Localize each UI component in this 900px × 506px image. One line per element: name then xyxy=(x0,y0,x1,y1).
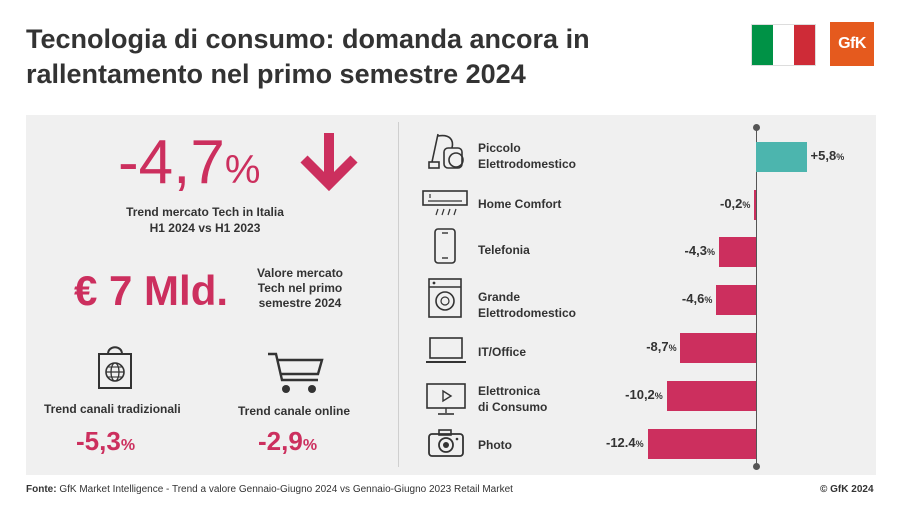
bar-value-label: -4,6% xyxy=(681,291,713,306)
vacuum-cleaner-icon xyxy=(428,133,464,169)
category-label-line: Elettrodomestico xyxy=(478,306,577,320)
category-label-line: di Consumo xyxy=(478,400,548,414)
chart-axis-top-dot xyxy=(753,124,760,131)
footer-source: Fonte: GfK Market Intelligence - Trend a… xyxy=(26,484,513,495)
page-title: Tecnologia di consumo: domanda ancora in… xyxy=(26,22,726,92)
chart-zero-axis xyxy=(756,127,757,467)
laptop-icon xyxy=(426,337,466,363)
category-label-line: Telefonia xyxy=(478,243,530,257)
footer-source-label: Fonte: xyxy=(26,484,57,495)
market-trend-number: -4,7 xyxy=(118,128,225,197)
channel-traditional-number: -5,3 xyxy=(76,426,121,456)
bar-value-label: -0,2% xyxy=(720,196,751,211)
market-trend-value: -4,7% xyxy=(118,130,260,203)
channel-traditional-unit: % xyxy=(120,437,136,454)
market-trend-unit: % xyxy=(224,148,261,192)
flag-stripe-green xyxy=(752,25,773,65)
arrow-down-icon xyxy=(300,133,358,192)
channel-traditional-value: -5,3% xyxy=(76,426,135,457)
market-value-label: Valore mercato Tech nel primo semestre 2… xyxy=(240,266,360,311)
bar xyxy=(754,190,756,220)
market-trend-label-line-2: H1 2024 vs H1 2023 xyxy=(149,221,261,235)
channel-traditional-label: Trend canali tradizionali xyxy=(44,402,181,416)
camera-icon xyxy=(428,429,464,457)
flag-stripe-white xyxy=(773,25,794,65)
bar-value-label: -4,3% xyxy=(684,243,715,258)
shopping-bag-globe-icon xyxy=(98,346,132,389)
channel-online-label: Trend canale online xyxy=(238,404,351,418)
gfk-logo: GfK xyxy=(830,22,874,66)
washing-machine-icon xyxy=(428,278,462,318)
channel-online-number: -2,9 xyxy=(258,426,303,456)
bar-value-label: -12.4% xyxy=(606,435,644,450)
category-label-small-appliances: Piccolo Elettrodomestico xyxy=(478,140,576,172)
air-conditioner-icon xyxy=(422,190,468,216)
category-label-it-office: IT/Office xyxy=(478,344,526,360)
footer-source-text: GfK Market Intelligence - Trend a valore… xyxy=(56,484,513,495)
category-label-line: Elettrodomestico xyxy=(478,157,577,171)
market-value-label-line-3: semestre 2024 xyxy=(258,296,342,310)
vertical-divider xyxy=(398,122,399,467)
title-line-1: Tecnologia di consumo: domanda ancora in xyxy=(26,24,590,54)
chart-axis-bottom-dot xyxy=(753,463,760,470)
category-label-line: Elettronica xyxy=(478,384,541,398)
tv-icon xyxy=(426,383,466,415)
bar-value-label: +5,8% xyxy=(810,148,845,163)
category-label-line: Photo xyxy=(478,438,512,452)
title-line-2: rallentamento nel primo semestre 2024 xyxy=(26,59,526,89)
bar-value-label: -8,7% xyxy=(646,339,677,354)
category-label-photo: Photo xyxy=(478,437,512,453)
bar xyxy=(718,237,756,267)
category-label-consumer-electronics: Elettronica di Consumo xyxy=(478,383,547,415)
bar xyxy=(680,333,756,363)
bar-value-label: -10,2% xyxy=(625,387,663,402)
category-label-line: Grande xyxy=(478,290,521,304)
market-trend-label-line-1: Trend mercato Tech in Italia xyxy=(126,205,284,219)
market-value-label-line-1: Valore mercato xyxy=(256,266,344,280)
category-label-line: IT/Office xyxy=(478,345,527,359)
channel-online-value: -2,9% xyxy=(258,426,317,457)
shopping-cart-icon xyxy=(268,352,324,393)
category-label-major-appliances: Grande Elettrodomestico xyxy=(478,289,576,321)
footer-copyright: © GfK 2024 xyxy=(820,484,874,495)
bar xyxy=(715,285,756,315)
category-label-telefonia: Telefonia xyxy=(478,242,530,258)
market-trend-label: Trend mercato Tech in Italia H1 2024 vs … xyxy=(90,204,320,236)
category-label-line: Home Comfort xyxy=(478,197,562,211)
category-label-home-comfort: Home Comfort xyxy=(478,196,561,212)
bar xyxy=(648,429,756,459)
category-label-line: Piccolo xyxy=(478,141,521,155)
flag-stripe-red xyxy=(794,25,815,65)
bar xyxy=(756,142,807,172)
italy-flag-icon xyxy=(751,24,816,66)
smartphone-icon xyxy=(434,228,456,264)
channel-online-unit: % xyxy=(302,437,318,454)
market-value-label-line-2: Tech nel primo xyxy=(257,281,343,295)
market-value: € 7 Mld. xyxy=(74,267,229,314)
bar xyxy=(667,381,756,411)
